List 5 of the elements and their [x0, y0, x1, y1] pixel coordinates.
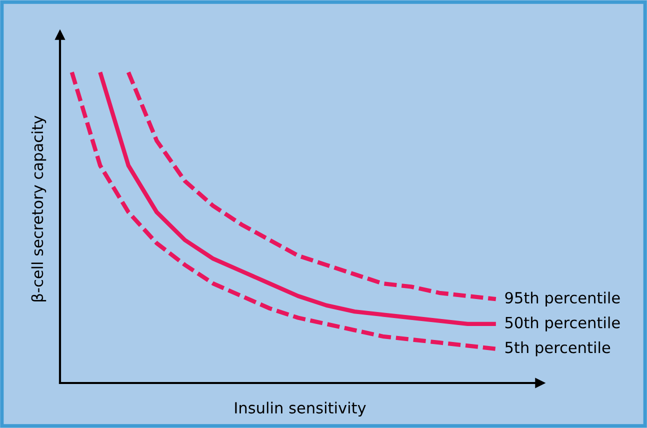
series-label: 5th percentile: [505, 341, 610, 356]
series-label: 50th percentile: [505, 316, 620, 332]
x-axis-title: Insulin sensitivity: [235, 402, 366, 417]
series-label: 95th percentile: [505, 292, 620, 306]
y-axis-title: β-cell secretory capacity: [31, 116, 46, 302]
